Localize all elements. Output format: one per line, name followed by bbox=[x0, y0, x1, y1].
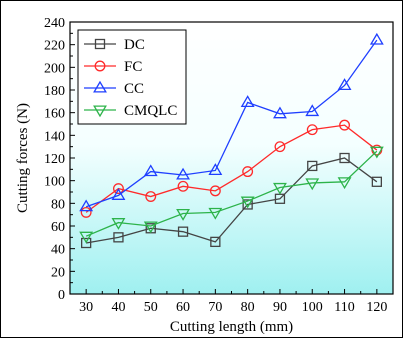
x-tick-label: 120 bbox=[366, 300, 387, 315]
legend-item-cc: CC bbox=[84, 80, 144, 97]
legend-item-fc: FC bbox=[84, 59, 142, 75]
data-point-marker bbox=[209, 185, 221, 197]
y-tick-label: 220 bbox=[44, 39, 65, 54]
x-tick-label: 50 bbox=[144, 300, 158, 315]
data-point-marker bbox=[111, 218, 126, 230]
y-tick-label: 60 bbox=[51, 220, 65, 235]
x-tick-label: 30 bbox=[79, 300, 93, 315]
y-tick-label: 160 bbox=[44, 107, 65, 122]
data-point-marker bbox=[176, 208, 190, 221]
data-point-marker bbox=[371, 176, 383, 187]
series-dc bbox=[81, 152, 383, 249]
data-point-marker bbox=[242, 199, 253, 210]
legend-label: CC bbox=[124, 81, 144, 97]
data-point-marker bbox=[111, 188, 126, 200]
data-point-marker bbox=[208, 207, 223, 220]
data-point-marker bbox=[93, 105, 107, 118]
series-line bbox=[85, 124, 378, 213]
y-tick-label: 200 bbox=[44, 61, 65, 76]
series-line bbox=[85, 39, 378, 208]
y-axis-title: Cutting forces (N) bbox=[15, 103, 31, 213]
data-point-marker bbox=[240, 196, 255, 209]
x-tick-label: 100 bbox=[302, 300, 323, 315]
y-tick-label: 100 bbox=[44, 175, 65, 190]
y-tick-label: 40 bbox=[51, 243, 65, 258]
data-point-marker bbox=[94, 38, 106, 50]
x-tick-label: 70 bbox=[208, 300, 222, 315]
x-tick-label: 110 bbox=[334, 300, 354, 315]
data-point-marker bbox=[143, 164, 158, 177]
x-tick-label: 90 bbox=[273, 300, 287, 315]
data-point-marker bbox=[79, 231, 94, 244]
data-point-marker bbox=[210, 236, 221, 248]
y-tick-label: 240 bbox=[44, 16, 65, 31]
data-point-marker bbox=[273, 106, 287, 119]
y-tick-label: 0 bbox=[58, 288, 65, 303]
data-point-marker bbox=[93, 80, 107, 93]
data-point-marker bbox=[79, 199, 94, 212]
data-point-marker bbox=[176, 167, 190, 180]
axes-layer: 0 20 40 60 80 100 120 140 160 180 200 220 240 30 40 50 6… bbox=[44, 16, 394, 315]
data-point-marker bbox=[339, 119, 351, 131]
x-tick-label: 40 bbox=[111, 300, 125, 315]
legend-item-dc: DC bbox=[84, 37, 145, 53]
y-tick-label: 120 bbox=[44, 152, 65, 167]
data-point-marker bbox=[80, 206, 92, 218]
data-point-marker bbox=[94, 60, 106, 72]
data-point-marker bbox=[81, 237, 92, 249]
legend: DC FC CC CMQLC bbox=[77, 29, 187, 125]
data-point-marker bbox=[177, 180, 189, 192]
data-point-marker bbox=[305, 104, 320, 117]
data-point-marker bbox=[306, 124, 318, 136]
x-tick-label: 80 bbox=[241, 300, 255, 315]
data-point-marker bbox=[177, 226, 189, 237]
series-layer bbox=[79, 32, 384, 249]
data-point-marker bbox=[145, 191, 157, 202]
data-point-marker bbox=[337, 78, 352, 91]
data-point-marker bbox=[274, 141, 286, 153]
legend-label: FC bbox=[124, 59, 142, 75]
data-point-marker bbox=[143, 221, 158, 234]
series-line bbox=[85, 150, 378, 237]
y-tick-label: 180 bbox=[44, 84, 65, 99]
data-point-marker bbox=[369, 32, 384, 45]
data-point-marker bbox=[208, 163, 223, 176]
data-point-marker bbox=[305, 178, 320, 191]
series-line bbox=[86, 157, 378, 244]
series-cmqlc bbox=[79, 146, 384, 244]
x-axis-title: Cutting length (mm) bbox=[170, 319, 293, 335]
data-point-marker bbox=[273, 182, 287, 195]
data-point-marker bbox=[240, 95, 255, 108]
data-point-marker bbox=[369, 146, 384, 159]
x-tick-label: 60 bbox=[176, 300, 190, 315]
data-point-marker bbox=[339, 152, 350, 164]
y-tick-label: 20 bbox=[51, 265, 65, 280]
legend-item-cmqlc: CMQLC bbox=[84, 103, 177, 119]
data-point-marker bbox=[337, 177, 352, 190]
data-point-marker bbox=[112, 183, 124, 195]
y-tick-label: 80 bbox=[51, 197, 65, 212]
data-point-marker bbox=[307, 160, 318, 172]
legend-label: DC bbox=[124, 37, 145, 53]
data-point-marker bbox=[113, 232, 124, 243]
series-fc bbox=[80, 119, 383, 218]
data-point-marker bbox=[242, 166, 254, 178]
series-cc bbox=[79, 32, 384, 212]
y-tick-label: 140 bbox=[44, 129, 65, 144]
legend-label: CMQLC bbox=[124, 103, 177, 119]
